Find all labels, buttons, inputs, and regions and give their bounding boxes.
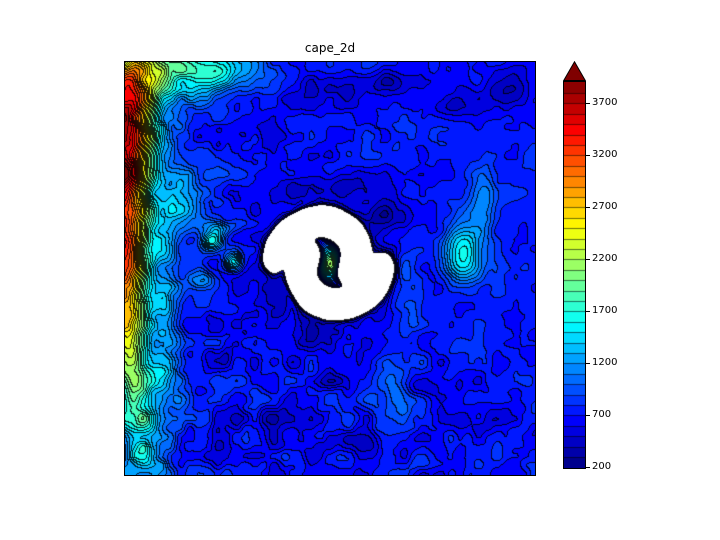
colorbar-tick-label: 2200: [592, 253, 618, 264]
colorbar-tick-label: 2700: [592, 201, 618, 212]
colorbar-extend-arrow-shape: [563, 61, 586, 81]
colorbar-tick-label: 3700: [592, 97, 618, 108]
plot-title: cape_2d: [304, 41, 356, 55]
colorbar-tick: [586, 103, 590, 104]
colorbar-tick: [586, 155, 590, 156]
colorbar-tick-label: 200: [592, 461, 612, 472]
colorbar-tick: [586, 207, 590, 208]
contour-field-canvas: [125, 62, 535, 475]
colorbar-tick: [586, 259, 590, 260]
colorbar-tick-label: 1200: [592, 357, 618, 368]
colorbar-tick: [586, 415, 590, 416]
colorbar-tick: [586, 311, 590, 312]
colorbar-tick-label: 700: [592, 409, 612, 420]
colorbar-canvas: [564, 82, 585, 468]
colorbar: [563, 81, 586, 469]
colorbar-tick-label: 1700: [592, 305, 618, 316]
colorbar-tick-label: 3200: [592, 149, 618, 160]
colorbar-tick: [586, 467, 590, 468]
colorbar-extend-arrow-icon: [563, 61, 586, 81]
plot-area: [124, 61, 536, 476]
colorbar-tick: [586, 363, 590, 364]
